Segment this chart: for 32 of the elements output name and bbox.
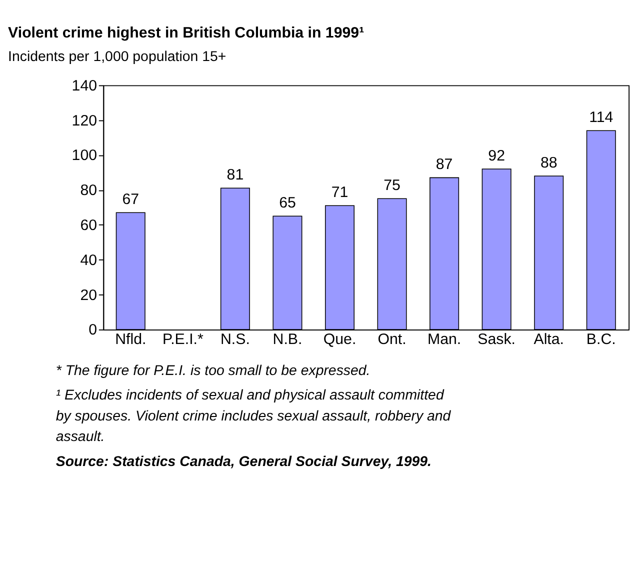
source-note: Source: Statistics Canada, General Social Survey, 1999. <box>56 454 432 470</box>
data-label: 88 <box>540 154 558 172</box>
y-tick-label: 80 <box>80 182 98 200</box>
x-tick-label: Que. <box>323 331 356 348</box>
x-tick-label: Ont. <box>378 331 406 348</box>
data-label: 71 <box>331 184 348 202</box>
x-tick-label: N.B. <box>272 331 302 348</box>
y-tick-label: 60 <box>80 217 98 234</box>
y-tick-label: 0 <box>88 322 98 339</box>
x-tick-label: Man. <box>427 331 462 348</box>
x-tick-label: Nfld. <box>115 331 146 348</box>
y-tick-label: 40 <box>80 252 98 269</box>
x-tick-label: P.E.I.* <box>162 331 204 348</box>
x-tick-label: B.C. <box>586 331 616 348</box>
data-label: 114 <box>589 109 614 126</box>
x-tick-label: Alta. <box>534 331 564 348</box>
data-label: 87 <box>436 156 453 174</box>
data-label: 75 <box>384 177 400 194</box>
data-label: 65 <box>279 194 296 212</box>
data-label: 92 <box>488 147 505 164</box>
data-label: 81 <box>226 166 244 184</box>
chart-title: Violent crime highest in British Columbia in 1999¹ <box>8 24 364 42</box>
text: ¹ Excludes incidents of sexual and physical assault committed by spouses. Violent crime includes sexual assault, robbery and assault. <box>56 388 452 446</box>
chart-subtitle: Incidents per 1,000 population 15+ <box>8 49 226 66</box>
y-tick-label: 120 <box>72 112 98 130</box>
data-label: 67 <box>122 191 140 208</box>
x-tick-label: Sask. <box>478 331 516 348</box>
y-tick-label: 140 <box>72 77 98 94</box>
text: * The figure for P.E.I. is too small to be expressed. <box>56 362 370 379</box>
y-tick-label: 20 <box>80 286 98 304</box>
x-tick-label: N.S. <box>220 331 250 348</box>
y-tick-label: 100 <box>72 147 98 164</box>
